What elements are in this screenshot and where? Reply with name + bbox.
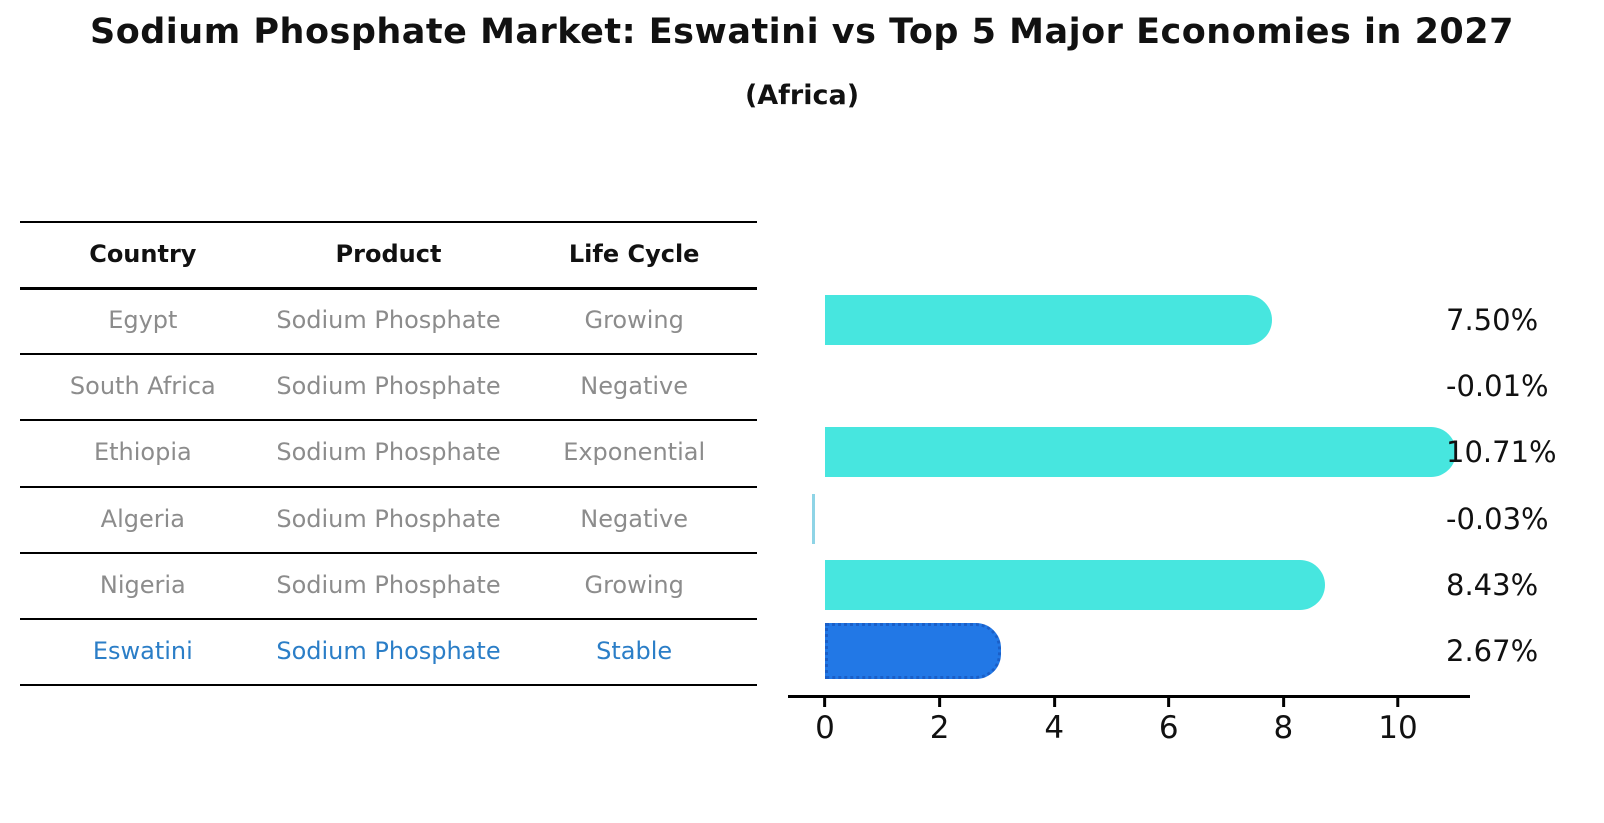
table-row-border (20, 618, 757, 620)
table-row-algeria: Algeria Sodium Phosphate Negative (20, 505, 757, 533)
table-row-border (20, 419, 757, 421)
page-subtitle: (Africa) (744, 80, 860, 111)
tick-mark (1167, 695, 1171, 707)
cell-product: Sodium Phosphate (276, 505, 501, 533)
table-row-egypt: Egypt Sodium Phosphate Growing (20, 306, 757, 334)
table-row-border (20, 552, 757, 554)
value-label-eswatini: 2.67% (1446, 634, 1539, 668)
page-title: Sodium Phosphate Market: Eswatini vs Top… (90, 12, 1514, 52)
bar-algeria (812, 494, 815, 544)
bar-nigeria (825, 560, 1326, 610)
table-row-eswatini-highlighted: Eswatini Sodium Phosphate Stable (20, 637, 757, 665)
table-row-ethiopia: Ethiopia Sodium Phosphate Exponential (20, 438, 757, 466)
x-axis-tick-2: 2 (929, 695, 950, 746)
cell-life-cycle: Exponential (563, 438, 706, 466)
table-header-row: Country Product Life Cycle (20, 240, 757, 268)
value-label-ethiopia: 10.71% (1446, 435, 1557, 469)
cell-country: Ethiopia (93, 438, 192, 466)
x-axis-tick-8: 8 (1273, 695, 1294, 746)
tick-mark (823, 695, 827, 707)
cell-country: South Africa (69, 372, 216, 400)
cell-country: Nigeria (99, 571, 186, 599)
x-axis-tick-4: 4 (1044, 695, 1064, 746)
x-axis-line (788, 695, 1470, 698)
cell-product: Sodium Phosphate (276, 571, 501, 599)
bar-ethiopia (825, 427, 1456, 477)
bar-egypt (825, 295, 1272, 345)
tick-mark (1396, 695, 1400, 707)
table-row-nigeria: Nigeria Sodium Phosphate Growing (20, 571, 757, 599)
tick-mark (1052, 695, 1056, 707)
cell-country: Egypt (108, 306, 178, 334)
table-top-border (20, 221, 757, 223)
column-header-product: Product (335, 240, 442, 268)
cell-life-cycle: Growing (584, 306, 684, 334)
x-axis-tick-6: 6 (1159, 695, 1179, 746)
table-header-border (20, 287, 757, 290)
bar-eswatini (825, 623, 1001, 679)
column-header-life-cycle: Life Cycle (568, 240, 700, 268)
value-label-nigeria: 8.43% (1446, 568, 1539, 602)
value-label-egypt: 7.50% (1446, 303, 1539, 337)
cell-life-cycle: Stable (596, 637, 673, 665)
tick-label: 4 (1044, 710, 1065, 746)
tick-mark (1281, 695, 1285, 707)
tick-mark (938, 695, 942, 707)
cell-life-cycle: Negative (580, 505, 689, 533)
table-row-border (20, 486, 757, 488)
tick-label: 10 (1378, 710, 1418, 746)
tick-label: 0 (815, 710, 835, 746)
tick-label: 2 (929, 710, 950, 746)
cell-life-cycle: Growing (584, 571, 684, 599)
cell-product: Sodium Phosphate (276, 306, 501, 334)
value-label-south-africa: -0.01% (1446, 369, 1549, 403)
value-label-algeria: -0.03% (1446, 502, 1549, 536)
tick-label: 6 (1158, 710, 1179, 746)
x-axis-tick-0: 0 (815, 695, 835, 746)
tick-label: 8 (1273, 710, 1294, 746)
cell-product: Sodium Phosphate (276, 372, 501, 400)
cell-country: Eswatini (92, 637, 193, 665)
table-row-border (20, 353, 757, 355)
cell-product: Sodium Phosphate (276, 438, 501, 466)
cell-life-cycle: Negative (580, 372, 689, 400)
table-row-south-africa: South Africa Sodium Phosphate Negative (20, 372, 757, 400)
cell-product: Sodium Phosphate (276, 637, 501, 665)
table-bottom-border (20, 684, 757, 686)
cell-country: Algeria (100, 505, 185, 533)
x-axis-tick-10: 10 (1378, 695, 1418, 746)
column-header-country: Country (89, 240, 197, 268)
